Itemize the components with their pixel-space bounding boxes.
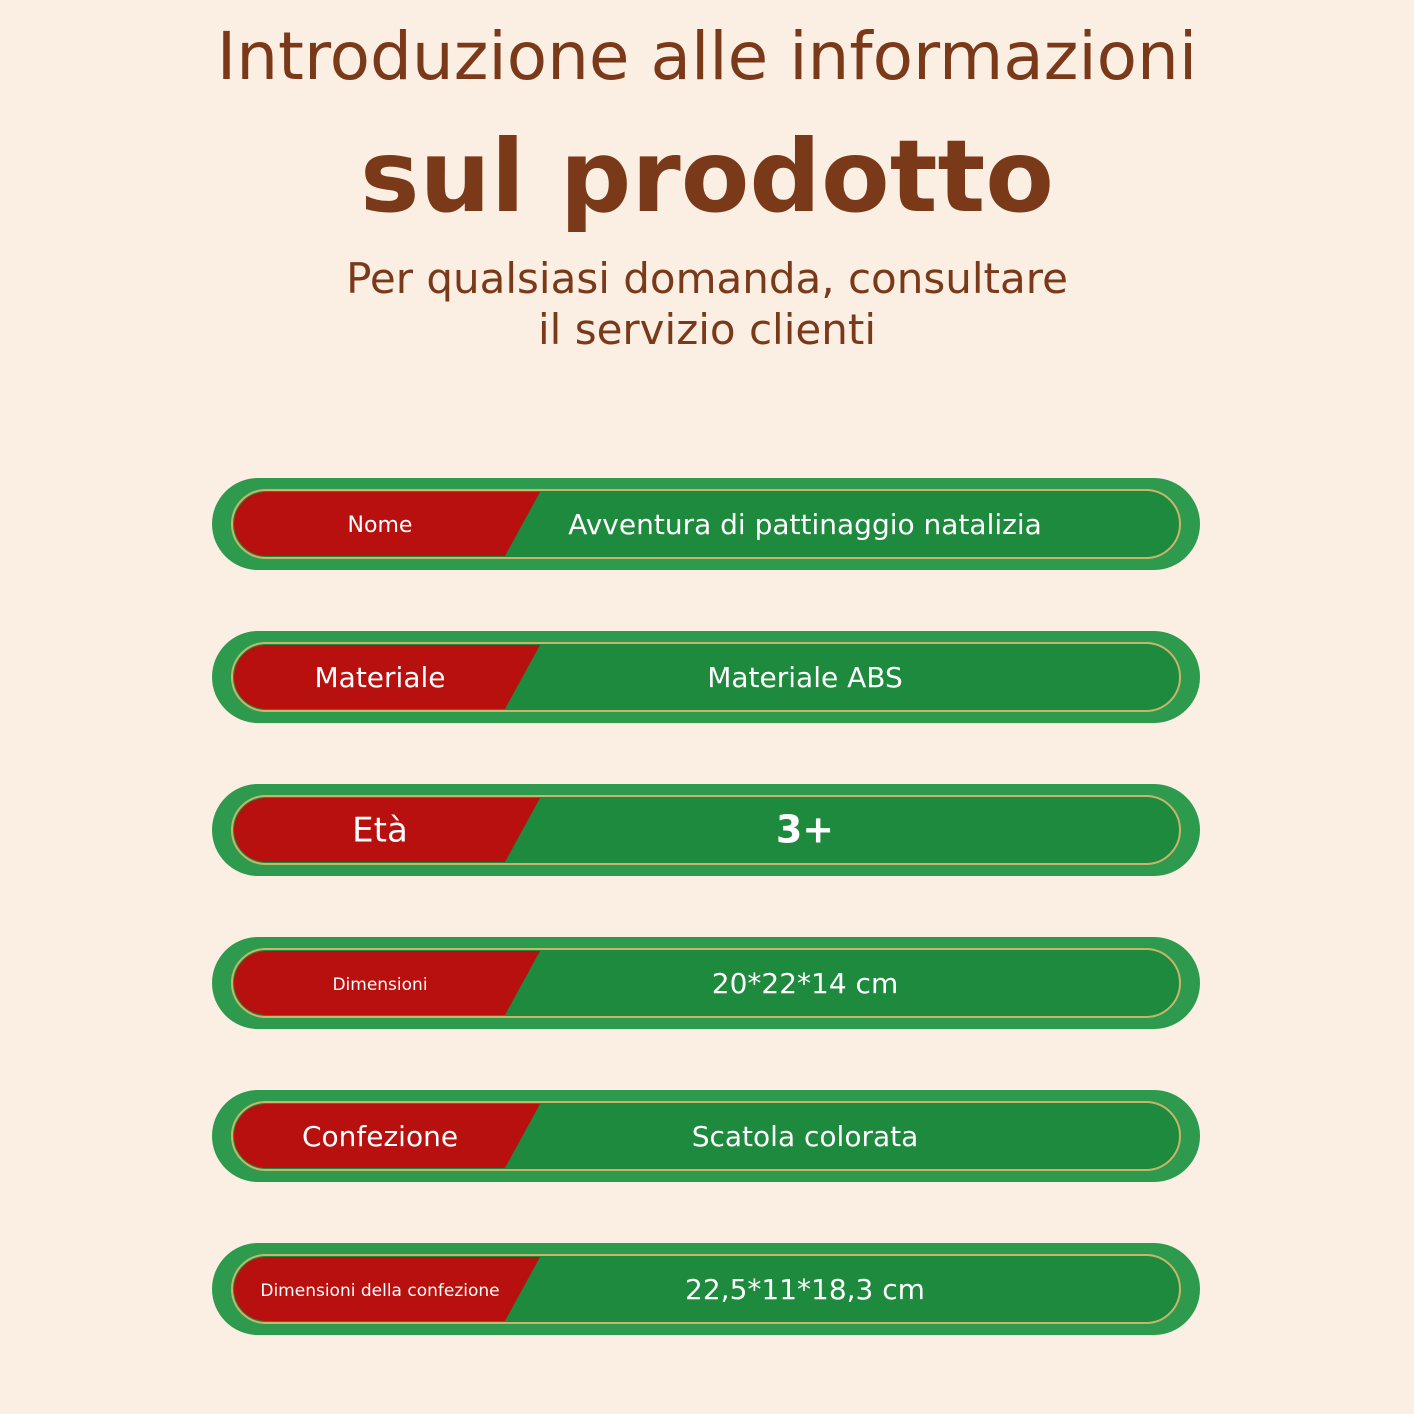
row-outer xyxy=(212,784,1200,876)
subtitle: Per qualsiasi domanda, consultare xyxy=(346,254,1068,303)
info-row: Dimensioni della confezione 22,5*11*18,3 … xyxy=(212,1243,1200,1335)
row-outer xyxy=(212,478,1200,570)
label-bg xyxy=(234,645,540,709)
row-label: Dimensioni xyxy=(332,975,427,995)
info-row: Confezione Scatola colorata xyxy=(212,1090,1200,1182)
label-bg xyxy=(234,1257,540,1321)
label-bg xyxy=(234,1104,540,1168)
row-inner xyxy=(231,948,1181,1018)
subtitle: il servizio clienti xyxy=(538,305,876,354)
title: sul prodotto xyxy=(360,118,1054,235)
row-label: Dimensioni della confezione xyxy=(260,1281,499,1301)
row-label: Materiale xyxy=(315,661,446,694)
row-value: Avventura di pattinaggio natalizia xyxy=(568,508,1042,541)
title: Introduzione alle informazioni xyxy=(216,18,1198,95)
row-inner xyxy=(231,1101,1181,1171)
row-outer xyxy=(212,937,1200,1029)
row-value: Scatola colorata xyxy=(692,1120,919,1153)
row-outer xyxy=(212,1090,1200,1182)
row-outer xyxy=(212,1243,1200,1335)
row-value: 3+ xyxy=(776,808,834,852)
row-label: Nome xyxy=(348,513,413,538)
label-bg xyxy=(234,798,540,862)
info-row: Dimensioni 20*22*14 cm xyxy=(212,937,1200,1029)
label-bg xyxy=(234,951,540,1015)
info-row: Età 3+ xyxy=(212,784,1200,876)
row-value: Materiale ABS xyxy=(707,661,903,694)
row-value: 20*22*14 cm xyxy=(712,967,898,1000)
row-inner xyxy=(231,642,1181,712)
info-row: Materiale Materiale ABS xyxy=(212,631,1200,723)
row-label: Età xyxy=(352,811,408,851)
label-bg xyxy=(234,492,540,556)
row-outer xyxy=(212,631,1200,723)
row-inner xyxy=(231,795,1181,865)
row-label: Confezione xyxy=(302,1120,458,1153)
row-inner xyxy=(231,1254,1181,1324)
row-value: 22,5*11*18,3 cm xyxy=(685,1273,925,1306)
row-inner xyxy=(231,489,1181,559)
info-row: Nome Avventura di pattinaggio natalizia xyxy=(212,478,1200,570)
